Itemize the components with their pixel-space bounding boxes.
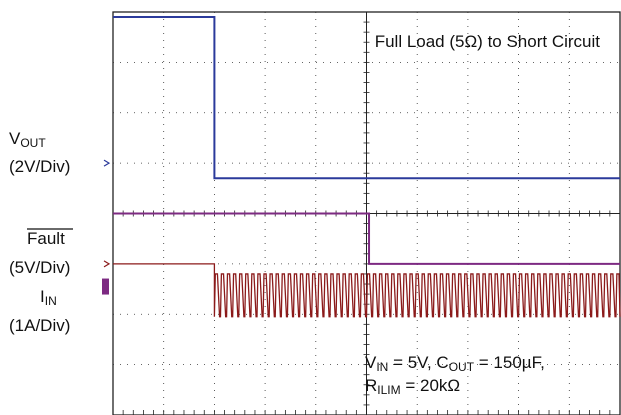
chart-title: Full Load (5Ω) to Short Circuit [375, 32, 601, 51]
iin-label: IIN [40, 287, 57, 308]
vout-label: VOUT [9, 129, 46, 150]
iin-marker-arrow [103, 260, 111, 268]
vout-marker-arrow [103, 159, 111, 167]
conditions-annotation-line1: VIN = 5V, COUT = 150µF, [365, 353, 545, 374]
conditions-annotation-line2: RILIM = 20kΩ [365, 376, 460, 397]
fault-scale-label: (5V/Div) [9, 258, 70, 277]
vout-trace [113, 16, 620, 180]
fault-marker [102, 278, 109, 295]
iin-trace [113, 263, 621, 318]
fault-trace [113, 212, 620, 265]
vout-scale-label: (2V/Div) [9, 157, 70, 176]
fault-label: Fault [27, 229, 65, 248]
iin-scale-label: (1A/Div) [9, 316, 70, 335]
traces [113, 16, 621, 318]
